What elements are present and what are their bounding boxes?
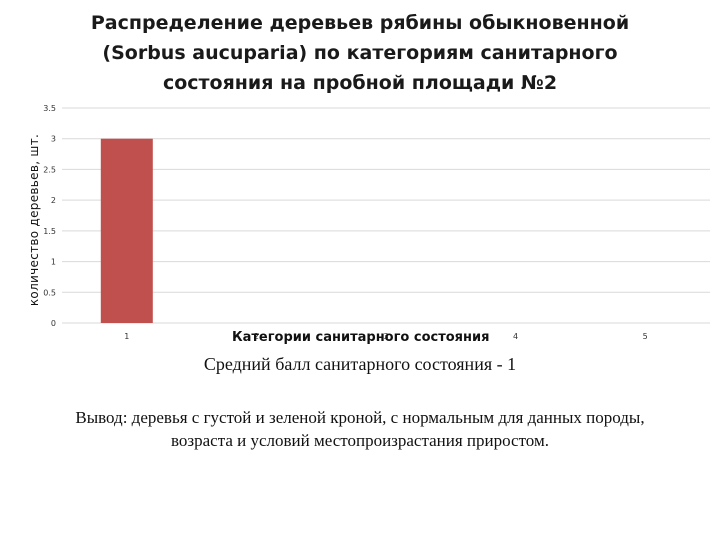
x-tick-label: 3 — [383, 332, 388, 341]
y-tick-label: 2 — [51, 196, 56, 205]
y-tick-label: 2.5 — [43, 165, 56, 174]
conclusion-line-1: Вывод: деревья с густой и зеленой кроной… — [75, 408, 645, 427]
conclusion-line-2: возраста и условий местопроизрастания пр… — [171, 431, 549, 450]
y-axis-label: количество деревьев, шт. — [27, 133, 41, 307]
x-axis-label: Категории санитарного состояния — [232, 330, 490, 345]
x-tick-label: 1 — [124, 332, 129, 341]
chart-title-line-1: Распределение деревьев рябины обыкновенн… — [90, 12, 630, 34]
y-tick-label: 1 — [51, 258, 56, 267]
y-tick-label: 1.5 — [43, 227, 56, 236]
x-tick-label: 2 — [254, 332, 259, 341]
y-tick-label: 3.5 — [43, 104, 56, 113]
x-tick-label: 4 — [513, 332, 518, 341]
average-score-text: Средний балл санитарного состояния - 1 — [203, 354, 517, 374]
chart-title-line-3: состояния на пробной площади №2 — [162, 72, 558, 94]
bars — [100, 138, 153, 323]
y-tick-label: 0.5 — [43, 288, 56, 297]
y-tick-label: 0 — [51, 319, 56, 328]
gridlines — [62, 107, 710, 324]
y-tick-labels: 0 0.5 1 1.5 2 2.5 3 3.5 — [43, 104, 56, 328]
y-tick-label: 3 — [51, 135, 56, 144]
chart-title-line-2: (Sorbus aucuparia) по категориям санитар… — [102, 42, 618, 64]
x-tick-labels: 1 2 3 4 5 — [124, 332, 647, 341]
bar-category-1 — [100, 138, 153, 323]
x-tick-label: 5 — [643, 332, 648, 341]
conclusion-text: Вывод: деревья с густой и зеленой кроной… — [0, 406, 720, 452]
chart-title: Распределение деревьев рябины обыкновенн… — [60, 8, 660, 98]
